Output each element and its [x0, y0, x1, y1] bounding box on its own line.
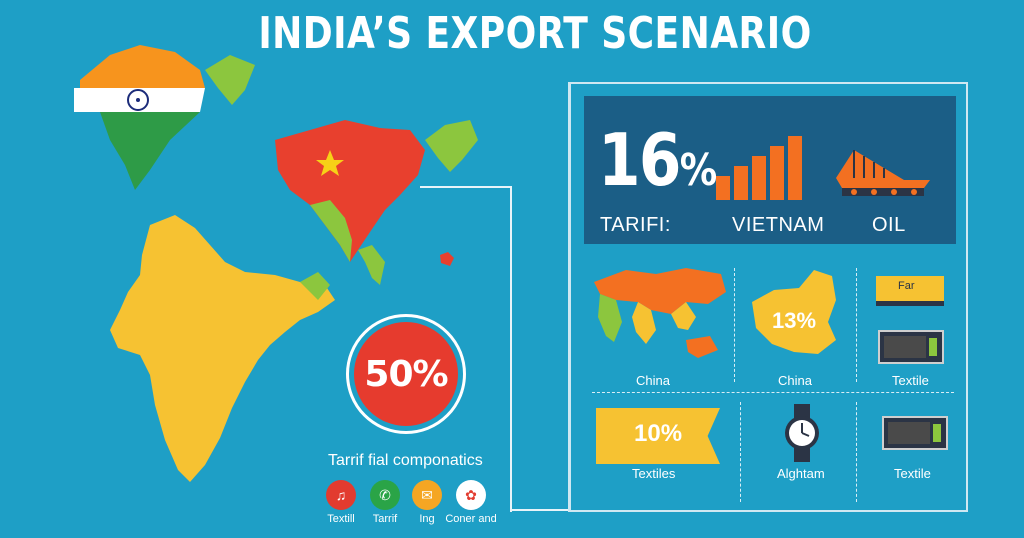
grid-divider — [856, 402, 857, 502]
chat-icon: ✉ — [412, 480, 442, 510]
cell-label-textile-2: Textile — [894, 466, 931, 481]
china-map — [275, 120, 478, 285]
cell-label-alghtam: Alghtam — [777, 466, 825, 481]
headline-percent: 16% — [598, 118, 717, 202]
china-percent: 13% — [772, 308, 817, 333]
oil-rig-icon — [836, 150, 930, 196]
world-map-icon — [594, 268, 726, 358]
icon-label-tarrif: Tarrif — [372, 513, 398, 525]
page-title: INDIA’S EXPORT SCENARIO — [258, 8, 812, 59]
grid-divider — [856, 268, 857, 382]
tag-shape — [596, 408, 720, 464]
connector-line-bottom — [510, 509, 570, 511]
label-oil: OIL — [872, 214, 906, 236]
watch-icon — [785, 404, 819, 462]
china-yellow-map — [752, 270, 836, 354]
headline-unit: % — [679, 145, 717, 196]
icon-label-textill: Textill — [327, 513, 355, 525]
grid-divider — [734, 268, 735, 382]
icon-label-ing: Ing — [419, 513, 435, 525]
maps-illustration — [74, 45, 478, 482]
connector-line — [420, 186, 512, 512]
phone-icon: ✆ — [370, 480, 400, 510]
tariff-caption: Tarrif fial componatics — [328, 452, 483, 469]
label-tarifi: TARIFI: — [600, 214, 671, 236]
label-vietnam: VIETNAM — [732, 214, 825, 236]
cell-label-china-2: China — [778, 373, 812, 388]
bar-chart-icon — [716, 136, 802, 200]
textiles-percent: 10% — [634, 420, 683, 447]
cell-label-china-1: China — [636, 373, 670, 388]
cell-label-textiles: Textiles — [632, 466, 676, 481]
flower-icon: ✿ — [456, 480, 486, 510]
grid-divider — [592, 392, 954, 393]
device-box: Far — [876, 276, 944, 306]
india-yellow-map — [110, 215, 335, 482]
icon-label-coner: Coner and — [445, 513, 497, 525]
music-icon: ♫ — [326, 480, 356, 510]
microwave-icon — [878, 330, 944, 364]
headline-value: 16 — [598, 118, 681, 202]
tariff-value: 50% — [354, 322, 458, 426]
microwave-icon-2 — [882, 416, 948, 450]
cell-label-textile-1: Textile — [892, 373, 929, 388]
grid-divider — [740, 402, 741, 502]
tariff-circle: 50% — [346, 314, 466, 434]
india-flag-map — [74, 45, 255, 190]
info-frame — [568, 82, 968, 512]
